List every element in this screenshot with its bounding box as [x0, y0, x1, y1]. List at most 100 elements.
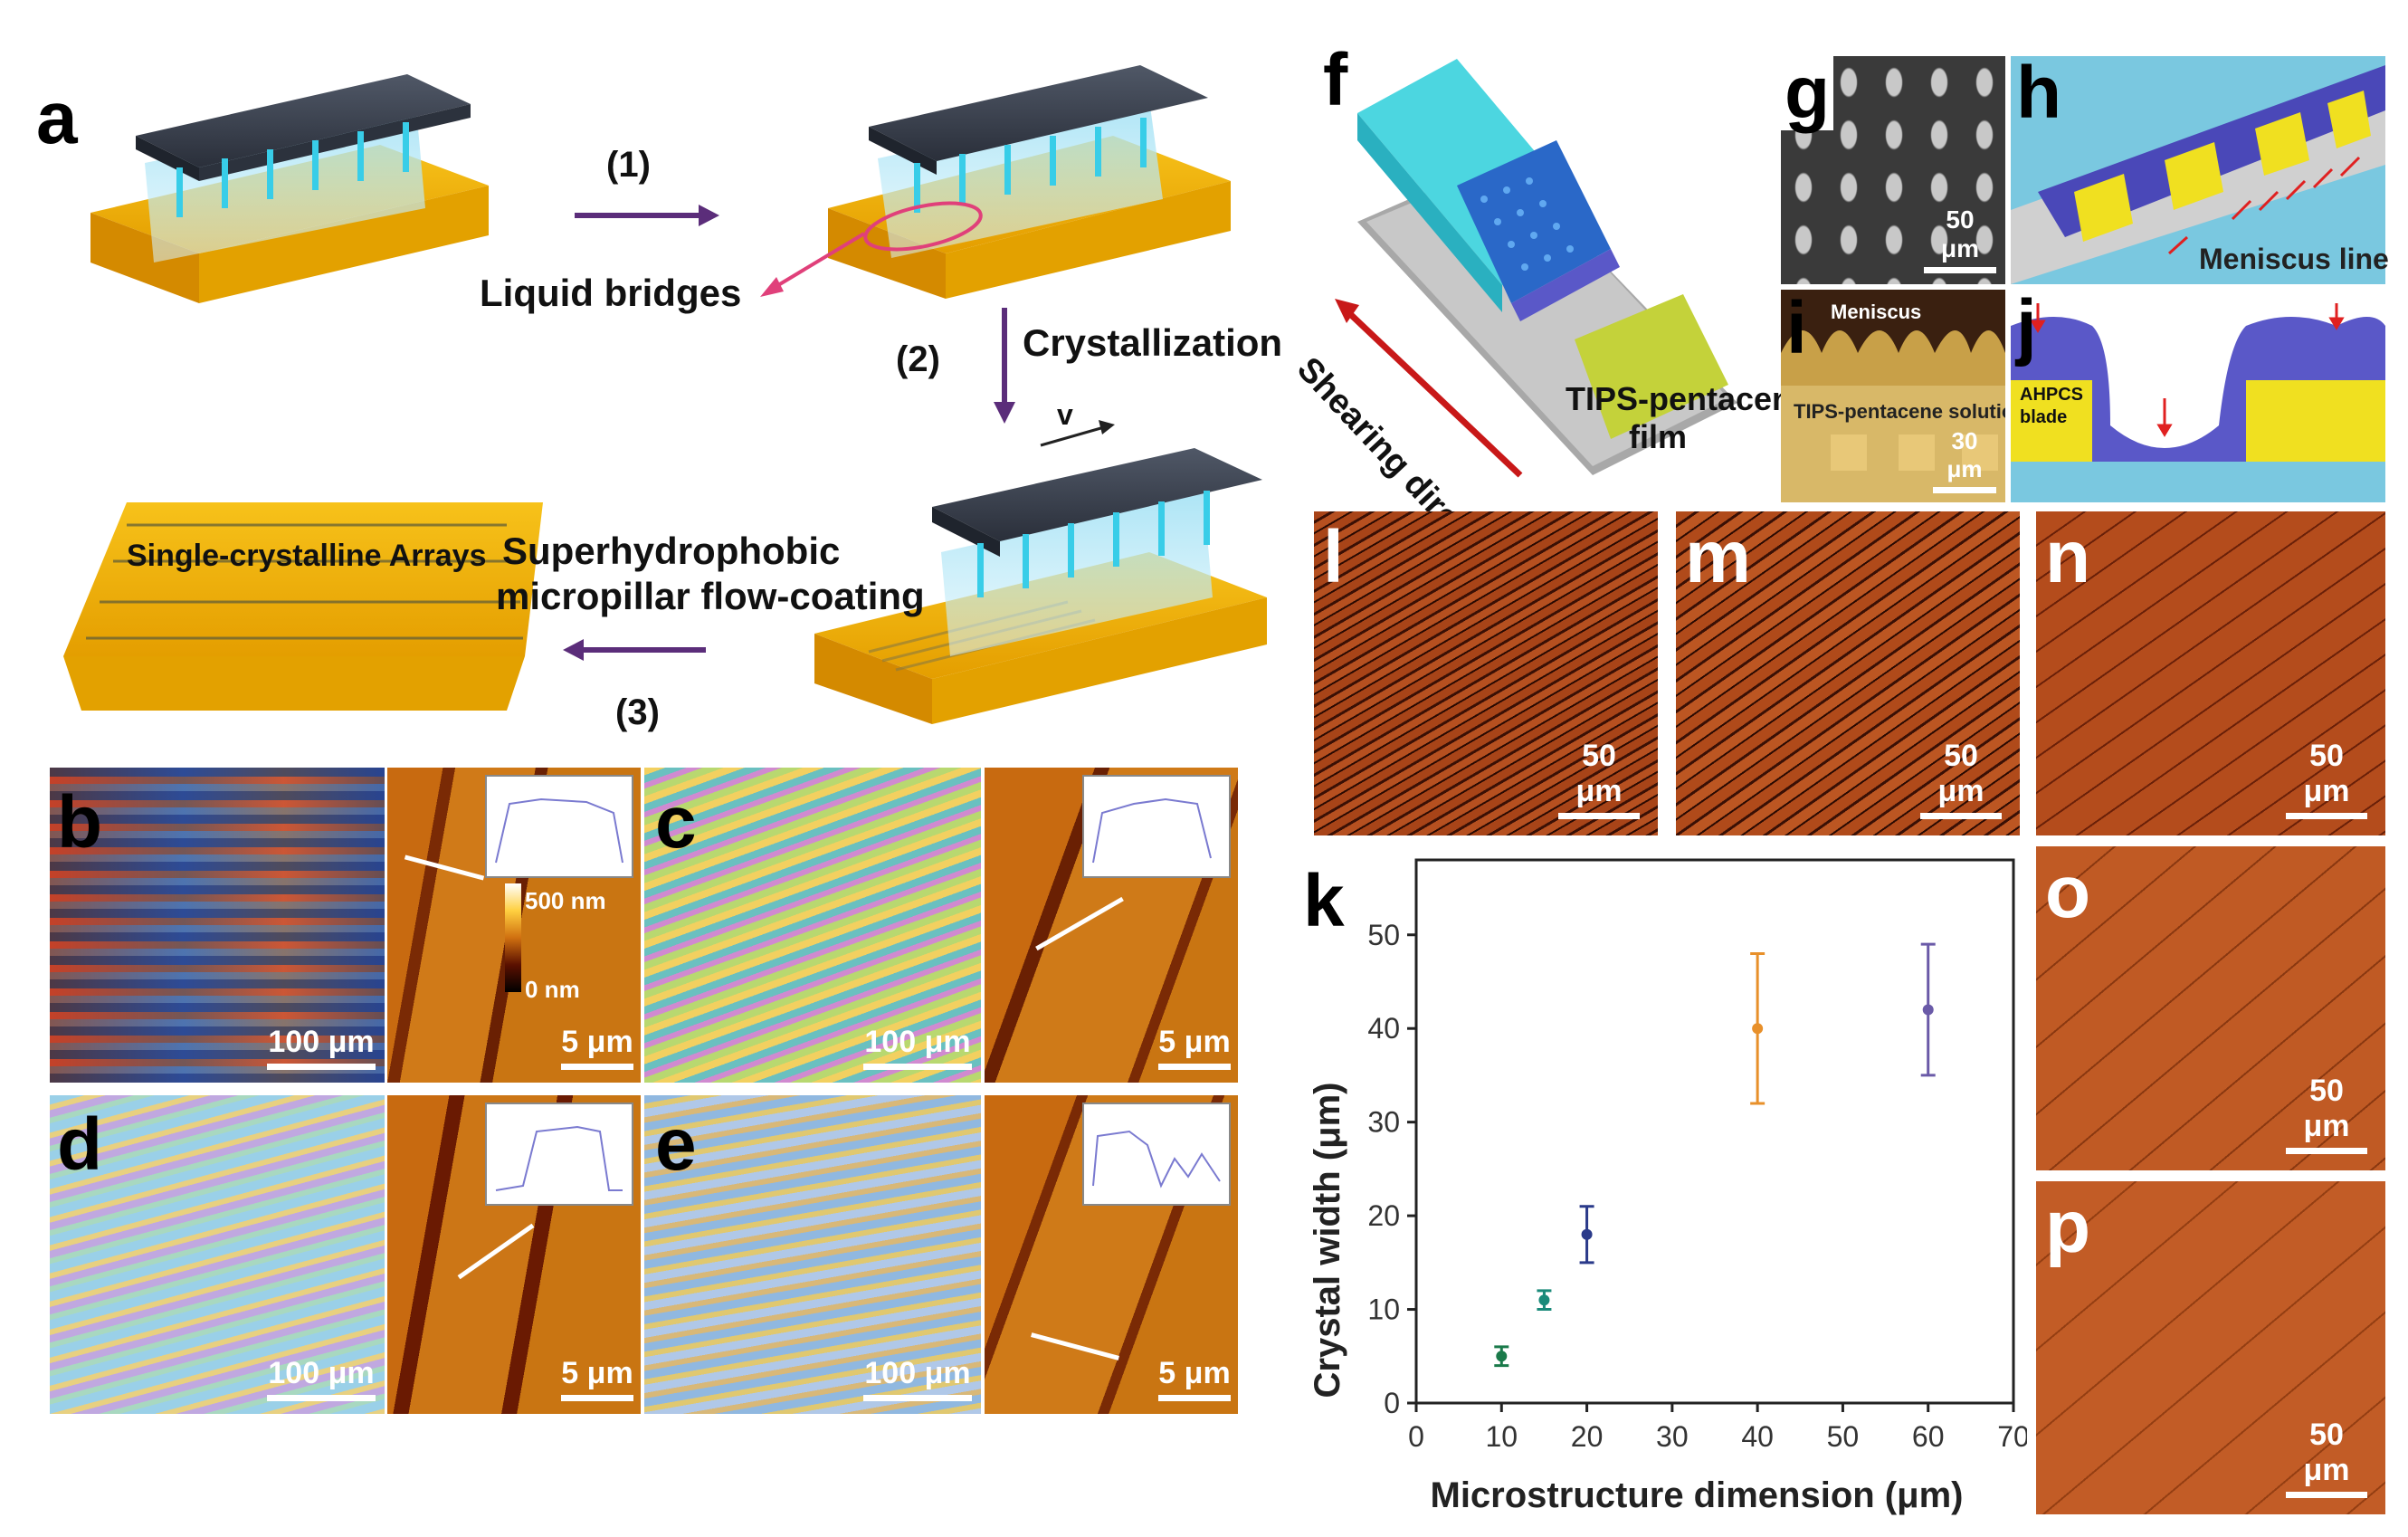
- meniscus-line-label: Meniscus line: [2199, 243, 2389, 275]
- panel-e-optical-scale: 100 μm: [863, 1356, 972, 1401]
- data-point: [1581, 1228, 1593, 1240]
- meniscus-label: Meniscus: [1831, 301, 1922, 323]
- x-tick-label: 60: [1912, 1420, 1945, 1453]
- x-tick-label: 40: [1741, 1420, 1774, 1453]
- pad-1: [1831, 434, 1867, 471]
- colorbar-b: [505, 883, 521, 992]
- colorbar-bottom-label: 0 nm: [525, 976, 580, 1003]
- plot-frame: [1414, 858, 2015, 1405]
- panel-f-schematic: [1335, 59, 1737, 478]
- afm-line-d: [457, 1223, 535, 1280]
- step-2-label: (2): [896, 339, 940, 379]
- panel-c-afm-scale: 5 μm: [1158, 1025, 1231, 1070]
- panel-d-label: d: [57, 1103, 103, 1186]
- blade-label-2: blade: [2020, 407, 2068, 427]
- data-point: [1496, 1351, 1508, 1362]
- panel-e-label: e: [655, 1103, 697, 1186]
- panel-f-label: f: [1323, 39, 1348, 121]
- single-crystalline-label: Single-crystalline Arrays: [127, 539, 487, 573]
- panel-b-optical-scale: 100 μm: [267, 1025, 376, 1070]
- panel-j-label: j: [2016, 285, 2037, 368]
- afm-profile-e: [1092, 1130, 1221, 1189]
- film-label-1: TIPS-pentacene: [1566, 380, 1811, 417]
- solution-label: TIPS-pentacene solution: [1794, 400, 2005, 423]
- panel-i-scale: 30 μm: [1933, 427, 1996, 493]
- panel-b-label: b: [57, 781, 103, 864]
- x-tick-label: 50: [1827, 1420, 1860, 1453]
- panel-l-image: l 50 μm: [1314, 511, 1658, 835]
- panel-b-afm-scale: 5 μm: [561, 1025, 633, 1070]
- afm-profile-b: [495, 797, 623, 864]
- data-point: [1752, 1023, 1764, 1035]
- afm-profile-c: [1092, 797, 1212, 864]
- velocity-label: v: [1057, 398, 1073, 431]
- panel-m-scale: 50 μm: [1920, 739, 2002, 819]
- y-tick-label: 10: [1367, 1294, 1400, 1326]
- data-point: [1922, 1004, 1934, 1016]
- panel-p-image: p 50 μm: [2036, 1181, 2385, 1514]
- afm-line-c: [1035, 896, 1124, 951]
- panel-m-label: m: [1685, 516, 1751, 598]
- panel-g-label: g: [1781, 56, 1834, 130]
- panel-n-image: n 50 μm: [2036, 511, 2385, 835]
- panel-a-label: a: [36, 77, 78, 159]
- flow-coating-label-2: micropillar flow-coating: [496, 575, 925, 617]
- afm-profile-d: [495, 1125, 623, 1191]
- step-1-label: (1): [606, 145, 651, 185]
- panel-g-sem: g 50 μm: [1781, 56, 2005, 284]
- panel-o-label: o: [2045, 851, 2091, 933]
- panel-h-schematic: [2011, 56, 2385, 284]
- y-tick-label: 0: [1384, 1387, 1400, 1419]
- device-2: [828, 65, 1231, 299]
- panel-c-optical: c 100 μm: [644, 768, 981, 1083]
- y-tick-label: 30: [1367, 1106, 1400, 1139]
- panel-c-optical-scale: 100 μm: [863, 1025, 972, 1070]
- crystalline-substrate: [63, 502, 543, 711]
- panel-k-label: k: [1303, 860, 1345, 942]
- panel-l-label: l: [1323, 516, 1344, 598]
- x-tick-label: 20: [1571, 1420, 1604, 1453]
- meniscus-shape: [1781, 290, 2005, 353]
- panel-d-optical: d 100 μm: [50, 1095, 385, 1414]
- panel-i-optical: i Meniscus TIPS-pentacene solution 30 μm: [1781, 290, 2005, 502]
- panel-o-scale: 50 μm: [2286, 1074, 2367, 1154]
- device-1: [90, 74, 489, 303]
- panel-g-scale: 50 μm: [1924, 205, 1996, 273]
- panel-d-afm: 5 μm: [387, 1095, 641, 1414]
- panel-d-afm-scale: 5 μm: [561, 1356, 633, 1401]
- panel-b-afm: 500 nm 0 nm 5 μm: [387, 768, 641, 1083]
- panel-e-optical: e 100 μm: [644, 1095, 981, 1414]
- device-3: [814, 420, 1267, 724]
- blade-label-1: AHPCS: [2020, 385, 2084, 405]
- crystal-width-chart: 0 10 20 30 40 50 60 70 0 10 20 30 40 50 Microstructur…: [1308, 858, 2027, 1515]
- panel-p-scale: 50 μm: [2286, 1418, 2367, 1498]
- y-axis-label: Crystal width (μm): [1308, 1083, 1347, 1399]
- panel-l-scale: 50 μm: [1558, 739, 1640, 819]
- afm-inset-e: [1082, 1103, 1231, 1206]
- x-tick-label: 0: [1408, 1420, 1424, 1453]
- panel-p-label: p: [2045, 1186, 2091, 1268]
- x-tick-label: 70: [1997, 1420, 2027, 1453]
- panel-n-label: n: [2045, 516, 2091, 598]
- afm-line-b: [404, 854, 485, 881]
- pad-3: [1962, 434, 1998, 471]
- crystallization-label: Crystallization: [1023, 321, 1283, 364]
- panel-h-label: h: [2016, 52, 2062, 134]
- panel-d-optical-scale: 100 μm: [267, 1356, 376, 1401]
- data-point: [1538, 1294, 1550, 1306]
- y-tick-label: 20: [1367, 1199, 1400, 1232]
- flow-coating-label-1: Superhydrophobic: [502, 530, 841, 572]
- panel-m-image: m 50 μm: [1676, 511, 2020, 835]
- colorbar-top-label: 500 nm: [525, 887, 606, 914]
- afm-inset-c: [1082, 775, 1231, 878]
- y-tick-label: 50: [1367, 919, 1400, 951]
- x-tick-label: 10: [1485, 1420, 1518, 1453]
- panel-o-image: o 50 μm: [2036, 846, 2385, 1170]
- panel-a-schematic: [63, 65, 1267, 724]
- panel-e-afm: 5 μm: [985, 1095, 1238, 1414]
- x-tick-label: 30: [1656, 1420, 1689, 1453]
- panel-j-schematic: [2011, 290, 2385, 502]
- panel-c-label: c: [655, 781, 697, 864]
- step-3-label: (3): [615, 692, 660, 732]
- panel-e-afm-scale: 5 μm: [1158, 1356, 1231, 1401]
